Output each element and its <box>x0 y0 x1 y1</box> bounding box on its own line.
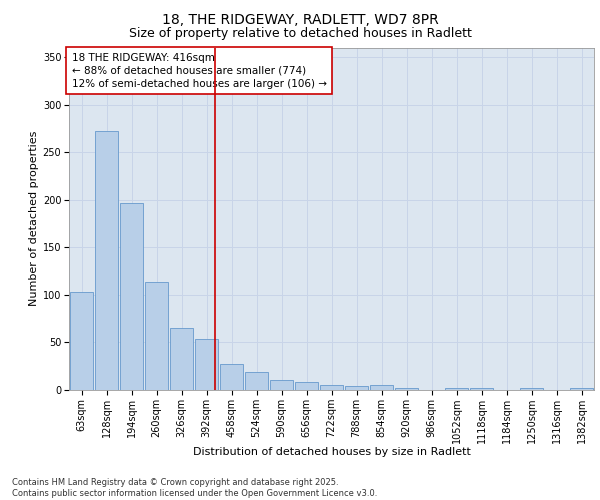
Bar <box>145 282 169 390</box>
Bar <box>170 328 193 390</box>
Text: 18, THE RIDGEWAY, RADLETT, WD7 8PR: 18, THE RIDGEWAY, RADLETT, WD7 8PR <box>161 12 439 26</box>
Bar <box>344 386 368 390</box>
Bar <box>220 364 244 390</box>
Bar <box>445 388 469 390</box>
Bar <box>470 388 493 390</box>
Bar <box>320 385 343 390</box>
Text: Size of property relative to detached houses in Radlett: Size of property relative to detached ho… <box>128 28 472 40</box>
Bar <box>119 202 143 390</box>
Y-axis label: Number of detached properties: Number of detached properties <box>29 131 38 306</box>
Text: 18 THE RIDGEWAY: 416sqm
← 88% of detached houses are smaller (774)
12% of semi-d: 18 THE RIDGEWAY: 416sqm ← 88% of detache… <box>71 52 326 89</box>
Bar <box>520 388 544 390</box>
Bar <box>395 388 418 390</box>
Bar <box>70 292 94 390</box>
X-axis label: Distribution of detached houses by size in Radlett: Distribution of detached houses by size … <box>193 448 470 458</box>
Bar <box>569 388 593 390</box>
Bar <box>295 382 319 390</box>
Bar <box>245 372 268 390</box>
Bar <box>95 131 118 390</box>
Bar <box>194 338 218 390</box>
Bar <box>269 380 293 390</box>
Text: Contains HM Land Registry data © Crown copyright and database right 2025.
Contai: Contains HM Land Registry data © Crown c… <box>12 478 377 498</box>
Bar <box>370 385 394 390</box>
